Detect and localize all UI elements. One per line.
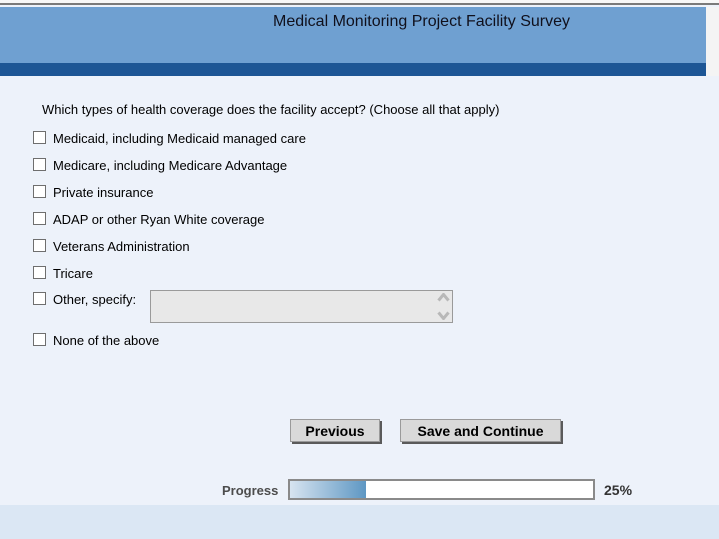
- other-specify-textbox: [150, 290, 453, 323]
- option-label: Medicare, including Medicare Advantage: [53, 158, 288, 173]
- checkbox-other[interactable]: [33, 292, 46, 305]
- progress-percent: 25%: [604, 482, 633, 498]
- checkbox-tricare[interactable]: [33, 266, 46, 279]
- option-label: Veterans Administration: [53, 239, 190, 254]
- option-label: None of the above: [53, 333, 160, 348]
- option-row-veterans: Veterans Administration: [33, 239, 190, 254]
- scroll-down-icon[interactable]: [437, 311, 450, 320]
- option-label: Private insurance: [53, 185, 154, 200]
- checkbox-adap[interactable]: [33, 212, 46, 225]
- previous-button[interactable]: Previous: [290, 419, 380, 442]
- header-accent-stripe: [0, 63, 706, 76]
- save-and-continue-button[interactable]: Save and Continue: [400, 419, 561, 442]
- option-row-medicare: Medicare, including Medicare Advantage: [33, 158, 287, 173]
- header-right-gap: [706, 7, 719, 76]
- checkbox-medicare[interactable]: [33, 158, 46, 171]
- textbox-scrollbar[interactable]: [435, 291, 452, 322]
- top-border-strip: [0, 0, 719, 5]
- header-bar: [0, 7, 706, 63]
- option-row-none: None of the above: [33, 333, 159, 348]
- other-specify-input[interactable]: [151, 291, 435, 322]
- page-title: Medical Monitoring Project Facility Surv…: [273, 13, 570, 30]
- option-row-tricare: Tricare: [33, 266, 93, 281]
- option-label: Other, specify:: [53, 292, 137, 307]
- progress-label: Progress: [222, 483, 279, 498]
- checkbox-none[interactable]: [33, 333, 46, 346]
- option-label: Medicaid, including Medicaid managed car…: [53, 131, 306, 146]
- scroll-up-icon[interactable]: [437, 293, 450, 302]
- option-row-other: Other, specify:: [33, 292, 136, 307]
- option-row-adap: ADAP or other Ryan White coverage: [33, 212, 264, 227]
- option-row-private-insurance: Private insurance: [33, 185, 153, 200]
- progress-fill: [290, 481, 366, 498]
- option-label: ADAP or other Ryan White coverage: [53, 212, 265, 227]
- option-row-medicaid: Medicaid, including Medicaid managed car…: [33, 131, 306, 146]
- checkbox-veterans[interactable]: [33, 239, 46, 252]
- question-text: Which types of health coverage does the …: [42, 102, 500, 117]
- checkbox-private-insurance[interactable]: [33, 185, 46, 198]
- checkbox-medicaid[interactable]: [33, 131, 46, 144]
- footer-bar: [0, 505, 719, 539]
- option-label: Tricare: [53, 266, 93, 281]
- progress-bar: [288, 479, 595, 500]
